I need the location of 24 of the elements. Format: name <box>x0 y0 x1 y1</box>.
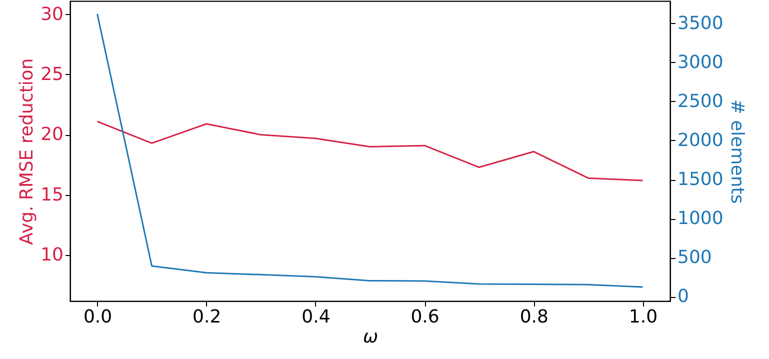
y-tick-label: 10 <box>40 244 64 266</box>
y2-tick-label: 500 <box>678 247 712 268</box>
y2-tick-label: 0 <box>678 286 689 308</box>
y2-tick-label: 1000 <box>678 208 724 230</box>
x-tick-label: 0.2 <box>192 306 222 328</box>
x-tick-label: 0.8 <box>520 306 548 328</box>
x-tick-label: 1.0 <box>628 306 658 328</box>
y-tick-label: 20 <box>40 124 64 146</box>
x-tick-label: 0.6 <box>410 306 440 328</box>
y2-axis-title: # elements <box>726 99 748 204</box>
line-series <box>96 13 644 288</box>
line-series <box>96 120 644 182</box>
y2-tick-label: 3500 <box>678 12 724 34</box>
x-axis-title: ω <box>362 326 378 348</box>
y-tick-label: 15 <box>40 184 64 206</box>
y2-tick-label: 3000 <box>678 52 724 73</box>
x-tick-label: 0.4 <box>302 306 330 328</box>
y-tick-label: 25 <box>40 64 64 85</box>
x-tick-label: 0.0 <box>83 306 112 328</box>
y-axis-title: Avg. RMSE reduction <box>16 58 38 245</box>
y2-tick-label: 1500 <box>678 169 724 190</box>
y-tick-label: 30 <box>40 4 64 25</box>
y2-tick-label: 2000 <box>678 130 724 151</box>
y2-tick-label: 2500 <box>678 90 724 112</box>
